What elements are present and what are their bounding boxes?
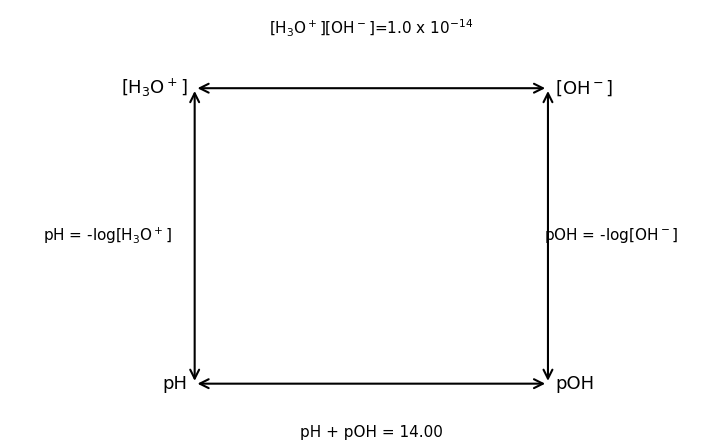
Text: pOH = -log[OH$^-$]: pOH = -log[OH$^-$] [544,226,678,246]
Text: [H$_3$O$^+$][OH$^-$]=1.0 x 10$^{-14}$: [H$_3$O$^+$][OH$^-$]=1.0 x 10$^{-14}$ [269,18,474,39]
Text: [H$_3$O$^+$]: [H$_3$O$^+$] [121,77,187,99]
Text: pH = -log[H$_3$O$^+$]: pH = -log[H$_3$O$^+$] [43,226,172,246]
Text: pOH: pOH [555,375,594,392]
Text: [OH$^-$]: [OH$^-$] [555,78,614,98]
Text: pH: pH [162,375,187,392]
Text: pH + pOH = 14.00: pH + pOH = 14.00 [300,425,443,440]
